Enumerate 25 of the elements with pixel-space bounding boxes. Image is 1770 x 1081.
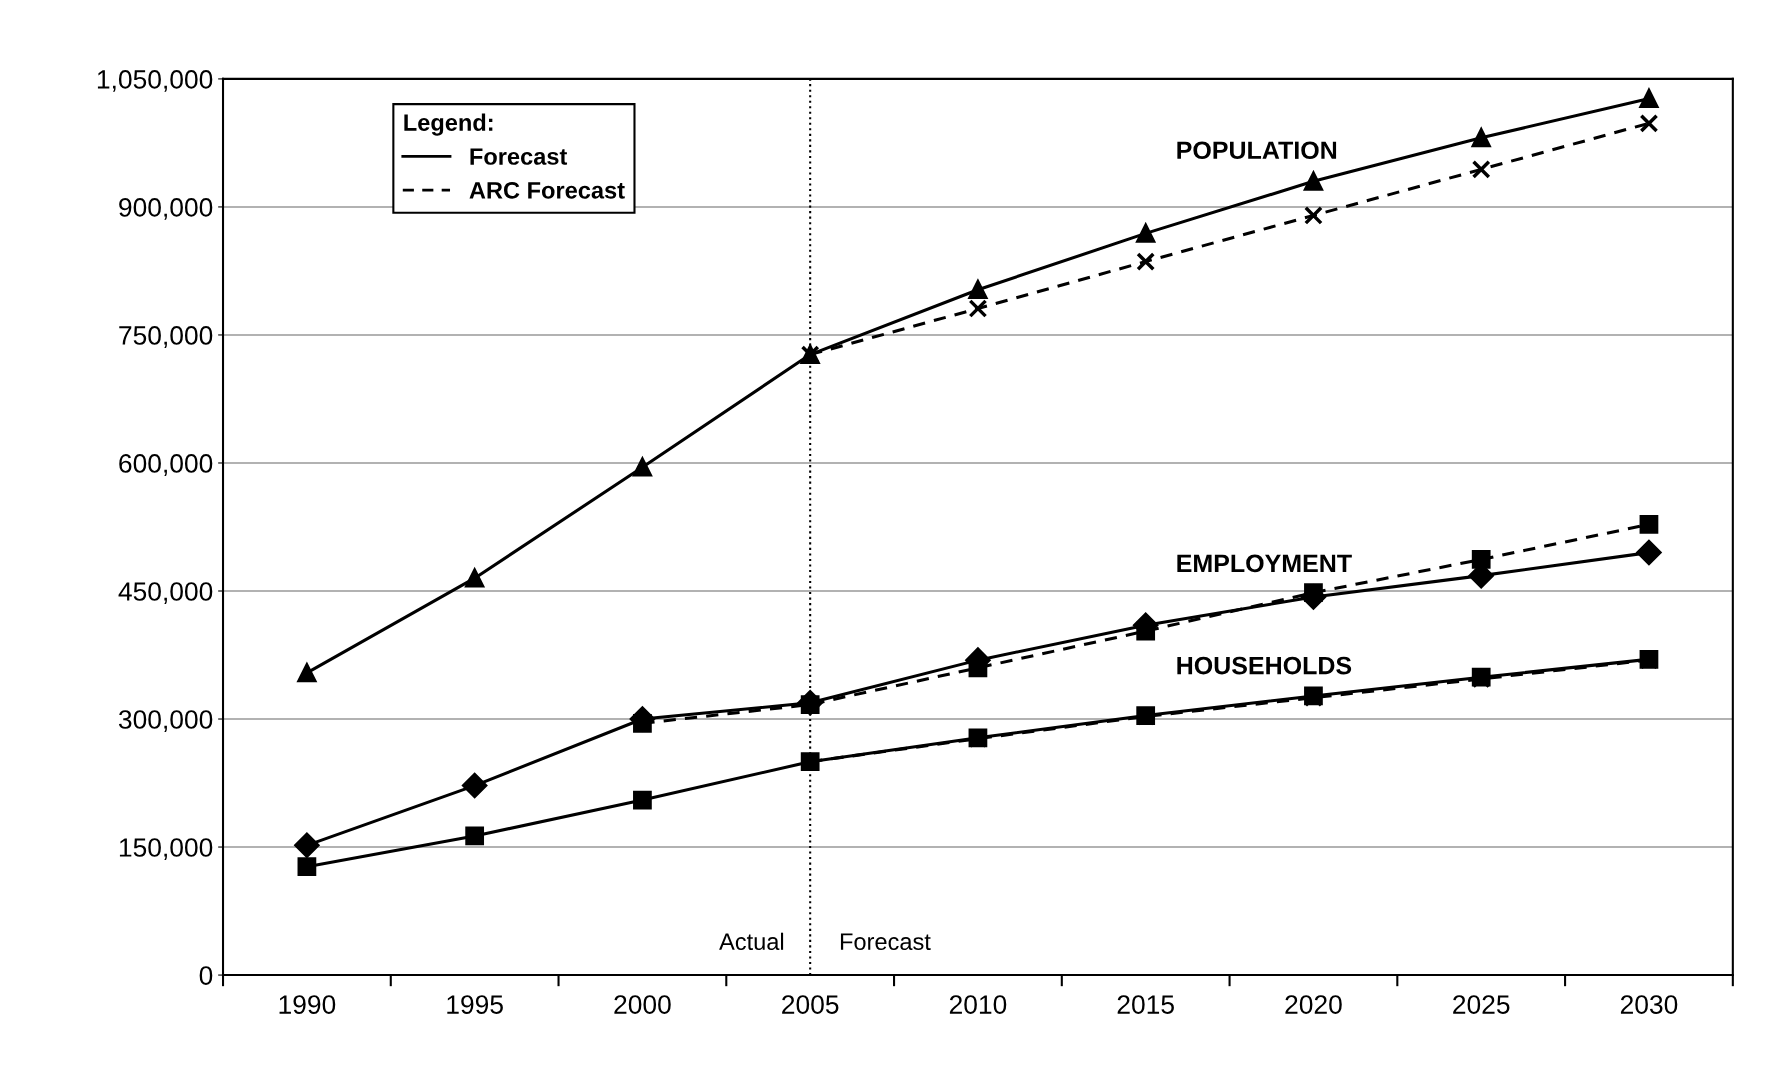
annotation: EMPLOYMENT [1177,554,1352,573]
x-tick-label: 2015 [1117,995,1174,1014]
x-tick-label: 2025 [1453,995,1510,1014]
y-tick-label: 600,000 [119,454,213,476]
x-tick-label: 1995 [447,995,503,1014]
annotation: POPULATION [1177,141,1337,160]
y-tick-label: 750,000 [119,326,213,348]
y-tick-label: 900,000 [119,198,213,220]
y-tick-label: 450,000 [118,582,213,604]
x-tick-label: 2020 [1285,995,1342,1014]
x-tick-label: 2005 [782,995,839,1014]
y-tick-label: 150,000 [119,838,213,860]
x-tick-label: 2030 [1620,995,1678,1014]
annotation: Actual [719,932,784,951]
legend-title: Legend: [404,113,493,136]
x-tick-label: 2000 [614,995,671,1014]
legend-label: Forecast [470,148,568,165]
legend-label: ARC Forecast [469,181,625,199]
y-tick-label: 1,050,000 [97,70,213,92]
x-tick-label: 1990 [279,995,336,1014]
x-tick-label: 2010 [949,995,1007,1014]
annotation: HOUSEHOLDS [1177,656,1352,675]
annotation: Forecast [840,933,931,951]
y-tick-label: 300,000 [118,710,213,732]
y-tick-label: 0 [199,966,213,985]
